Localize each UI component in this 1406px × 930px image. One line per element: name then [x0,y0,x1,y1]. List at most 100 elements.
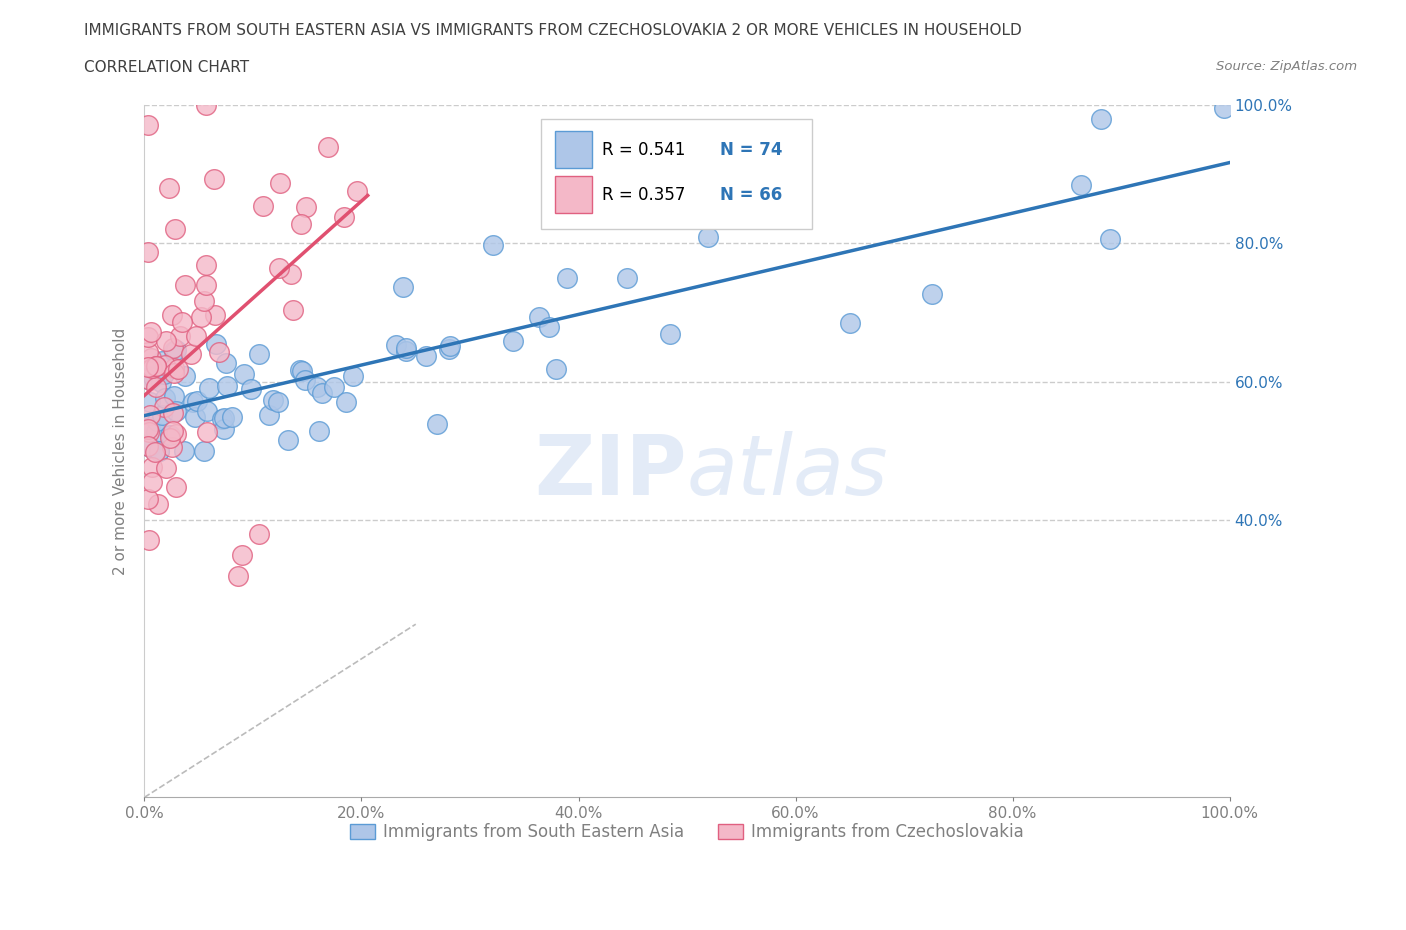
Point [415,349,437,364]
Text: R = 0.541: R = 0.541 [602,140,686,159]
Point [141,351,163,365]
Point [277,432,299,447]
Y-axis label: 2 or more Vehicles in Household: 2 or more Vehicles in Household [114,327,128,575]
Point [155,334,177,349]
Point [195,404,218,418]
Point [184,409,207,424]
Text: CORRELATION CHART: CORRELATION CHART [84,60,249,75]
Point [426,417,449,432]
Point [294,373,316,388]
Point [153,358,176,373]
Point [346,183,368,198]
Point [136,491,159,506]
Point [527,310,550,325]
Point [163,344,186,359]
Point [247,526,270,541]
Point [146,497,169,512]
Point [308,424,330,439]
Point [163,365,186,380]
Point [163,389,186,404]
Point [173,444,195,458]
Point [157,180,180,195]
Point [267,394,290,409]
Point [162,423,184,438]
Point [153,400,176,415]
Point [280,267,302,282]
Point [162,340,184,355]
Point [195,258,218,272]
Point [395,344,418,359]
Point [204,308,226,323]
Point [215,379,238,393]
Point [139,419,162,434]
Point [165,404,187,418]
Point [267,260,290,275]
Point [148,444,170,458]
Point [202,172,225,187]
Point [155,460,177,475]
Point [145,358,167,373]
Point [616,271,638,286]
Text: N = 66: N = 66 [720,186,782,204]
Point [921,286,943,301]
Point [139,372,162,387]
Point [145,359,167,374]
Point [391,279,413,294]
Point [205,337,228,352]
FancyBboxPatch shape [540,118,811,230]
Text: R = 0.357: R = 0.357 [602,186,686,204]
Point [152,366,174,381]
Point [170,314,193,329]
Point [252,199,274,214]
Point [316,140,339,154]
Legend: Immigrants from South Eastern Asia, Immigrants from Czechoslovakia: Immigrants from South Eastern Asia, Immi… [343,817,1031,848]
Point [659,326,682,341]
Text: N = 74: N = 74 [720,140,782,159]
Point [138,344,160,359]
Point [555,271,578,286]
Point [167,362,190,377]
Point [195,98,218,113]
Point [145,379,167,394]
Point [136,421,159,436]
Point [212,422,235,437]
Point [395,340,418,355]
Point [174,368,197,383]
FancyBboxPatch shape [554,131,592,168]
Point [198,381,221,396]
Point [257,408,280,423]
Point [136,330,159,345]
Point [183,394,205,409]
Point [159,428,181,443]
Point [502,334,524,349]
Point [139,395,162,410]
Point [136,438,159,453]
Point [193,294,215,309]
Point [162,405,184,420]
Point [184,328,207,343]
Point [141,474,163,489]
Point [190,310,212,325]
Point [288,363,311,378]
Point [179,346,201,361]
Point [228,568,250,583]
Point [333,209,356,224]
Point [281,303,304,318]
Text: IMMIGRANTS FROM SOUTH EASTERN ASIA VS IMMIGRANTS FROM CZECHOSLOVAKIA 2 OR MORE V: IMMIGRANTS FROM SOUTH EASTERN ASIA VS IM… [84,23,1022,38]
Text: Source: ZipAtlas.com: Source: ZipAtlas.com [1216,60,1357,73]
Point [138,407,160,422]
Point [139,368,162,383]
Point [150,407,173,422]
Point [208,344,231,359]
Point [165,342,187,357]
Point [174,278,197,293]
Point [136,245,159,259]
Point [148,444,170,458]
Point [482,237,505,252]
Point [153,391,176,405]
Point [141,459,163,474]
Point [143,445,166,459]
Point [159,431,181,445]
Point [149,375,172,390]
Point [307,379,329,394]
